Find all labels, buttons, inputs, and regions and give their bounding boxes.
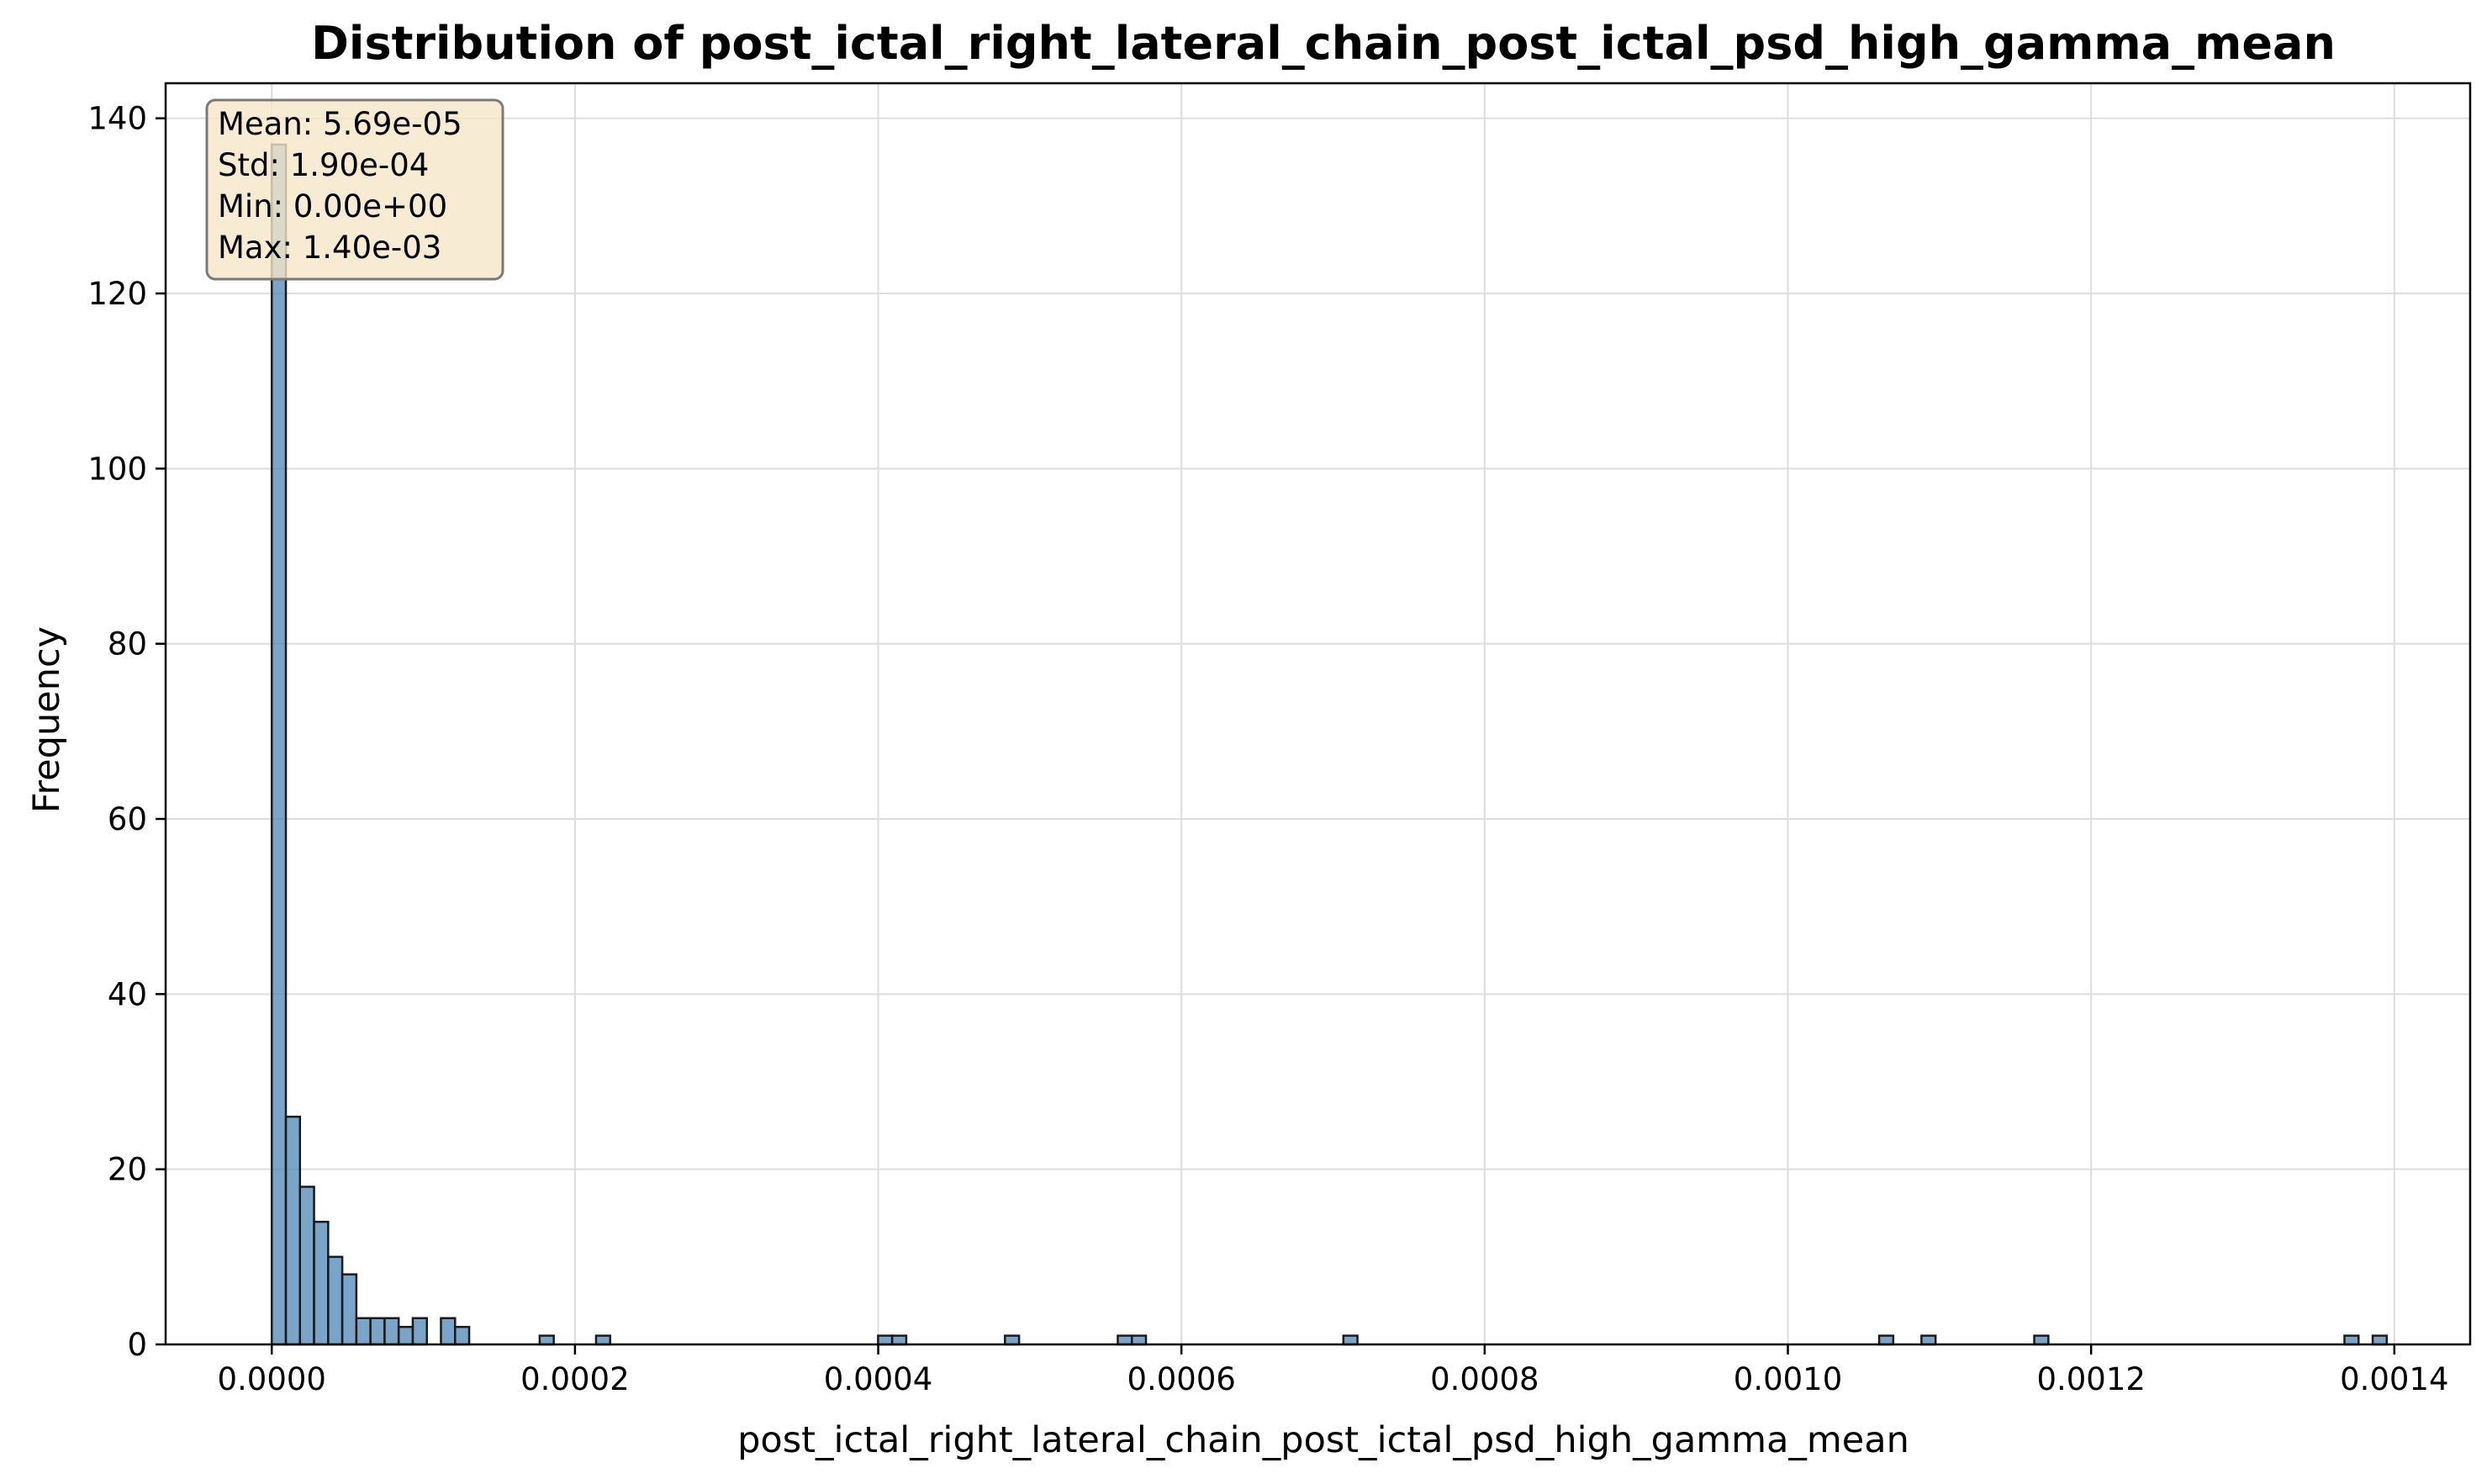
x-tick-label: 0.0014 xyxy=(2340,1361,2448,1397)
x-tick-label: 0.0012 xyxy=(2036,1361,2145,1397)
stats-box-background xyxy=(205,98,504,281)
histogram-bar xyxy=(341,1273,358,1346)
x-tick-label: 0.0000 xyxy=(217,1361,325,1397)
x-tick-label: 0.0002 xyxy=(520,1361,629,1397)
histogram-bar xyxy=(2371,1334,2389,1346)
histogram-bar xyxy=(1004,1334,1021,1346)
histogram-bar xyxy=(2343,1334,2360,1346)
histogram-bar xyxy=(327,1255,344,1346)
y-tick-label: 80 xyxy=(108,626,147,663)
histogram-bar xyxy=(1342,1334,1359,1346)
histogram-bar xyxy=(313,1220,330,1346)
histogram-bar xyxy=(440,1317,457,1346)
histogram-bar xyxy=(1920,1334,1937,1346)
stats-max: Max: 1.40e-03 xyxy=(218,230,441,266)
x-tick-label: 0.0004 xyxy=(824,1361,932,1397)
y-tick-label: 120 xyxy=(87,276,147,312)
x-tick-label: 0.0010 xyxy=(1734,1361,1842,1397)
histogram-bar xyxy=(1130,1334,1148,1346)
stats-std: Std: 1.90e-04 xyxy=(218,147,429,183)
histogram-bar xyxy=(369,1317,386,1346)
histogram-bar xyxy=(397,1325,414,1346)
y-tick-label: 0 xyxy=(127,1327,147,1363)
x-axis-ticks: 0.0000 0.0002 0.0004 0.0006 0.0008 0.0010 0.00… xyxy=(217,1344,2449,1397)
histogram-bar xyxy=(538,1334,555,1346)
histogram-bar xyxy=(383,1317,400,1346)
stats-box: Mean: 5.69e-05 Std: 1.90e-04 Min: 0.00e+… xyxy=(205,98,504,281)
histogram-bar xyxy=(298,1186,315,1346)
x-axis-label: post_ictal_right_lateral_chain_post_icta… xyxy=(737,1419,1909,1461)
histogram-bar xyxy=(1117,1334,1133,1346)
y-tick-label: 140 xyxy=(87,101,147,137)
y-axis-label: Frequency xyxy=(26,626,68,813)
histogram-bar xyxy=(453,1325,471,1346)
histogram-bar xyxy=(270,143,288,1346)
histogram-bar xyxy=(594,1334,611,1346)
y-axis-ticks: 0 20 40 60 80 100 120 140 xyxy=(87,101,166,1363)
histogram-bar xyxy=(2033,1334,2050,1346)
x-tick-label: 0.0006 xyxy=(1127,1361,1235,1397)
y-tick-label: 40 xyxy=(108,976,147,1012)
y-tick-label: 100 xyxy=(87,451,147,487)
histogram-bar xyxy=(890,1334,908,1346)
histogram-bar xyxy=(284,1115,302,1346)
histogram-bar xyxy=(877,1334,894,1346)
histogram-bar xyxy=(355,1317,372,1346)
histogram-bar xyxy=(1877,1334,1895,1346)
chart-title: Distribution of post_ictal_right_lateral… xyxy=(311,17,2336,70)
x-tick-label: 0.0008 xyxy=(1430,1361,1539,1397)
histogram-bar xyxy=(411,1317,428,1346)
stats-min: Min: 0.00e+00 xyxy=(218,188,447,224)
plot-frame xyxy=(164,82,2472,1346)
y-tick-label: 60 xyxy=(108,801,147,837)
stats-mean: Mean: 5.69e-05 xyxy=(218,106,462,142)
y-tick-label: 20 xyxy=(108,1152,147,1188)
